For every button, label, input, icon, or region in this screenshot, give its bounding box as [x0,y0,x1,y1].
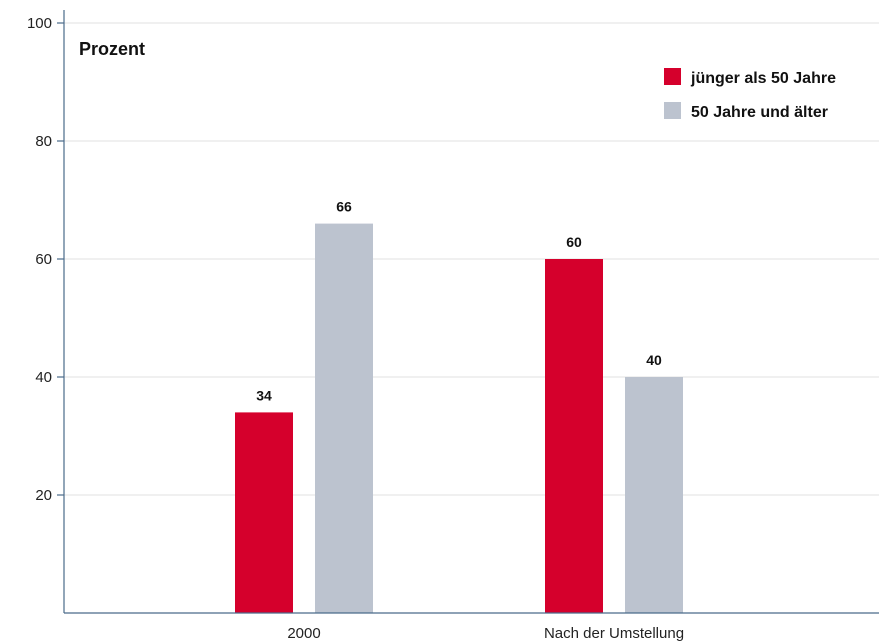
y-unit-label: Prozent [79,39,145,59]
y-tick-label: 60 [35,251,52,268]
legend-swatch-junger-als-50 [664,68,681,85]
legend-label-junger-als-50: jünger als 50 Jahre [690,70,836,87]
x-category-labels: 2000 Nach der Umstellung [287,625,684,642]
legend-label-50-und-aelter: 50 Jahre und älter [691,104,828,121]
data-label: 34 [256,387,272,403]
data-label: 60 [566,234,582,250]
bar [315,223,373,613]
gridlines [64,22,879,496]
bars [235,223,683,613]
y-tick-labels: 20 40 60 80 100 [27,15,64,504]
data-label: 66 [336,199,352,215]
y-tick-label: 20 [35,487,52,504]
y-tick-label: 100 [27,15,52,32]
data-label: 40 [646,352,662,368]
bar [545,259,603,613]
y-tick-label: 40 [35,369,52,386]
x-category-label: Nach der Umstellung [544,625,684,642]
axes [63,10,879,614]
bar [625,377,683,613]
legend-swatch-50-und-aelter [664,102,681,119]
x-category-label: 2000 [287,625,320,642]
data-labels: 34 66 60 40 [256,199,662,404]
legend: jünger als 50 Jahre 50 Jahre und älter [664,68,836,121]
y-tick-label: 80 [35,133,52,150]
bar [235,412,293,613]
